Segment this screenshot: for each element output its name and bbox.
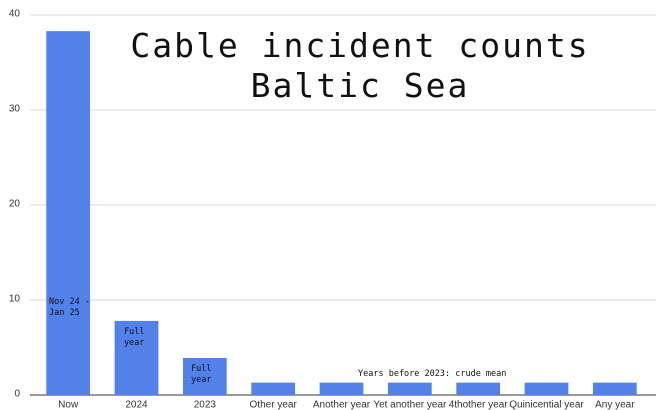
bar	[114, 320, 159, 395]
x-tick-label: Other year	[250, 400, 298, 410]
x-tick-label: 2024	[125, 400, 148, 410]
x-tick-label: Any year	[595, 400, 635, 410]
annotation: Full year	[191, 364, 212, 385]
bar	[387, 382, 432, 395]
bar	[46, 31, 91, 396]
bar	[592, 382, 637, 395]
y-tick-label: 0	[14, 389, 20, 400]
y-tick-label: 40	[9, 9, 21, 20]
y-tick-label: 30	[9, 104, 21, 115]
bar	[319, 382, 364, 395]
annotation: Nov 24 - Jan 25	[49, 297, 90, 318]
x-tick-label: 4thother year	[449, 400, 509, 410]
x-tick-label: Now	[58, 400, 79, 410]
bar	[456, 382, 501, 395]
annotation: Full year	[124, 327, 145, 348]
x-tick-label: Another year	[313, 400, 371, 410]
x-tick-label: Yet another year	[373, 400, 447, 410]
x-tick-label: 2023	[194, 400, 217, 410]
bar	[524, 382, 569, 395]
bar	[251, 382, 296, 395]
chart-title: Cable incident counts Baltic Sea	[130, 26, 590, 105]
bar	[182, 357, 227, 395]
y-tick-label: 20	[9, 199, 21, 210]
x-tick-label: Quinicential year	[509, 400, 584, 410]
annotation: Years before 2023: crude mean	[358, 369, 507, 379]
y-tick-label: 10	[9, 294, 21, 305]
